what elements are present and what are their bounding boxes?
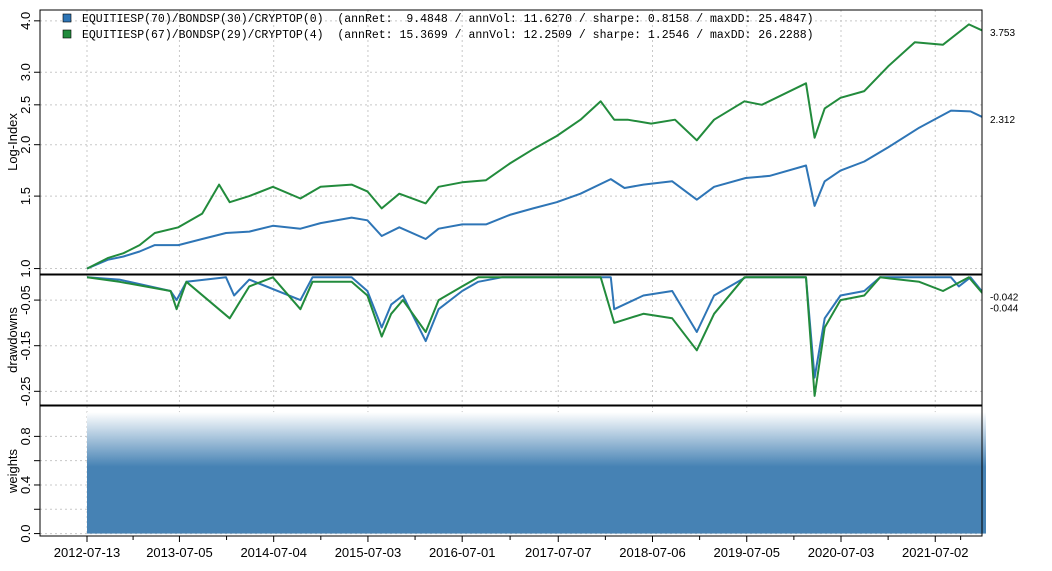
end-value-label: 3.753 xyxy=(990,28,1015,39)
x-tick-label: 2014-07-04 xyxy=(240,545,307,560)
y-tick-label: 2.0 xyxy=(18,136,33,154)
drawdowns-panel: -0.05 -0.15 -0.25 drawdowns -0.042-0.044 xyxy=(5,274,1019,406)
x-tick-label: 2013-07-05 xyxy=(146,545,213,560)
weights-panel: 0.0 0.4 0.8 weights xyxy=(5,405,986,543)
legend-label-series-2: EQUITIESP(67)/BONDSP(29)/CRYPTOP(4) (ann… xyxy=(82,29,814,42)
x-tick-label: 2020-07-03 xyxy=(808,545,875,560)
log-index-frame xyxy=(39,9,983,275)
end-value-label: -0.042 xyxy=(990,292,1019,303)
legend-swatch-series-1 xyxy=(62,13,72,23)
drawdowns-end-labels: -0.042-0.044 xyxy=(990,292,1019,314)
log-index-lines xyxy=(86,23,982,270)
y-tick-label: 3.0 xyxy=(18,63,33,81)
x-tick-label: 2019-07-05 xyxy=(714,545,781,560)
x-tick-label: 2018-07-06 xyxy=(619,545,686,560)
legend-swatch-series-2 xyxy=(62,29,72,39)
y-tick-label: 0.8 xyxy=(18,427,33,445)
log-index-grid xyxy=(40,10,982,274)
y-tick-label: 0.0 xyxy=(18,525,33,543)
weights-area xyxy=(87,412,986,534)
drawdowns-frame xyxy=(39,274,983,406)
y-tick-label: 4.0 xyxy=(18,12,33,30)
x-tick-label: 2015-07-03 xyxy=(335,545,402,560)
end-value-label: 2.312 xyxy=(990,115,1015,126)
log-index-panel: 1.01.52.02.53.04.0 Log-Index 3.7532.312 … xyxy=(5,9,1015,278)
x-tick-label: 2012-07-13 xyxy=(54,545,121,560)
date-x-axis: 2012-07-13 2013-07-05 2014-07-04 2015-07-03… xyxy=(54,536,969,560)
series-line-2 xyxy=(86,23,982,270)
series-line-1 xyxy=(86,109,982,270)
y-tick-label: -0.25 xyxy=(18,376,33,406)
legend-label-series-1: EQUITIESP(70)/BONDSP(30)/CRYPTOP(0) (ann… xyxy=(82,13,814,26)
y-tick-label: 0.4 xyxy=(18,476,33,494)
y-tick-label: -0.05 xyxy=(18,285,33,315)
y-tick-label: -0.15 xyxy=(18,331,33,361)
drawdowns-y-axis: -0.05 -0.15 -0.25 xyxy=(18,285,40,406)
log-index-axis-title: Log-Index xyxy=(5,113,20,171)
legend: EQUITIESP(70)/BONDSP(30)/CRYPTOP(0) (ann… xyxy=(62,13,814,42)
drawdowns-lines xyxy=(86,276,982,397)
weights-frame xyxy=(39,405,983,537)
log-index-end-labels: 3.753 2.312 xyxy=(990,28,1015,126)
end-value-label: -0.044 xyxy=(990,303,1019,314)
series-line-2 xyxy=(86,276,982,397)
drawdowns-axis-title: drawdowns xyxy=(5,307,20,373)
weights-y-axis: 0.0 0.4 0.8 xyxy=(18,427,40,543)
series-line-1 xyxy=(86,276,982,379)
x-tick-label: 2016-07-01 xyxy=(429,545,496,560)
y-tick-label: 1.5 xyxy=(18,187,33,205)
weights-axis-title: weights xyxy=(5,448,20,494)
y-tick-label: 2.5 xyxy=(18,96,33,114)
y-tick-label: 1.0 xyxy=(18,260,33,278)
log-index-y-axis: 1.0 1.5 2.0 2.5 3.0 4.0 xyxy=(18,12,40,278)
x-tick-label: 2021-07-02 xyxy=(902,545,969,560)
x-tick-label: 2017-07-07 xyxy=(525,545,592,560)
